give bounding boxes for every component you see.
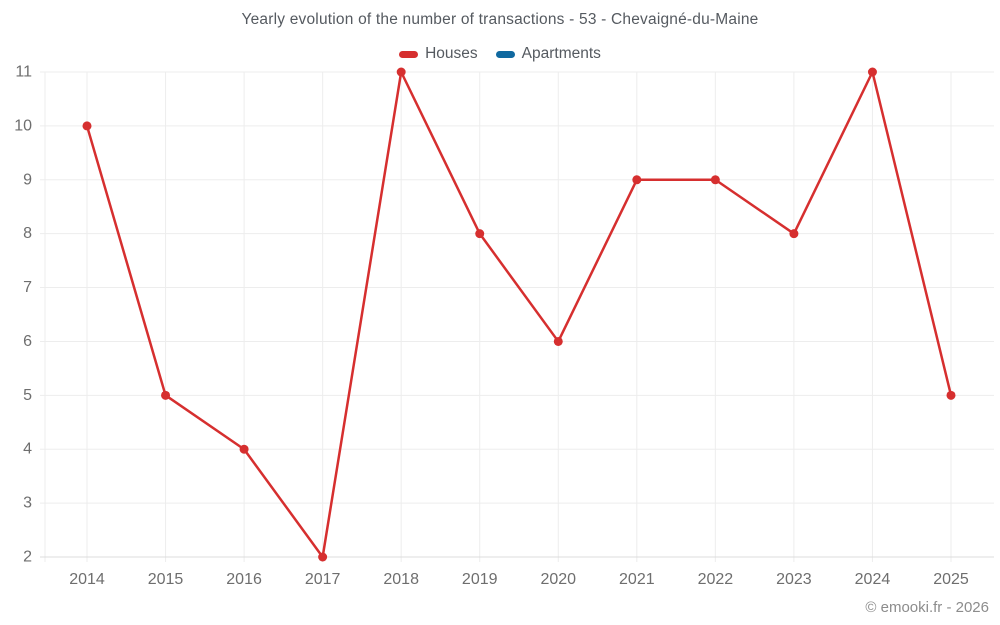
x-tick-label: 2015 (148, 571, 184, 588)
y-tick-label: 10 (14, 117, 32, 134)
houses-line (85, 70, 953, 559)
houses-point[interactable] (82, 121, 92, 131)
houses-point[interactable] (710, 175, 720, 185)
x-tick-label: 2016 (226, 571, 262, 588)
x-tick-label: 2025 (933, 571, 969, 588)
houses-point[interactable] (632, 175, 642, 185)
houses-legend-swatch-icon (399, 50, 419, 58)
x-tick-label: 2021 (619, 571, 655, 588)
houses-point[interactable] (867, 67, 877, 77)
legend: Houses Apartments (0, 45, 1000, 63)
y-tick-label: 3 (23, 495, 32, 512)
houses-point[interactable] (396, 67, 406, 77)
x-tick-label: 2018 (383, 571, 419, 588)
houses-point[interactable] (946, 390, 956, 400)
x-tick-label: 2024 (855, 571, 891, 588)
houses-point[interactable] (318, 552, 328, 562)
legend-label-apartments: Apartments (521, 45, 601, 62)
houses-point[interactable] (553, 336, 563, 346)
legend-item-houses[interactable]: Houses (399, 45, 478, 63)
y-tick-label: 8 (23, 225, 32, 242)
legend-label-houses: Houses (425, 45, 478, 62)
houses-point[interactable] (475, 229, 485, 239)
y-tick-label: 7 (23, 279, 32, 296)
y-tick-label: 2 (23, 549, 32, 566)
y-tick-label: 9 (23, 171, 32, 188)
legend-item-apartments[interactable]: Apartments (495, 45, 601, 63)
x-tick-label: 2023 (776, 571, 812, 588)
y-tick-label: 6 (23, 333, 32, 350)
x-tick-label: 2022 (698, 571, 734, 588)
houses-point[interactable] (239, 444, 249, 454)
y-tick-label: 5 (23, 387, 32, 404)
x-tick-label: 2019 (462, 571, 498, 588)
houses-point[interactable] (789, 229, 799, 239)
apartments-legend-swatch-icon (495, 50, 515, 58)
y-tick-label: 4 (23, 441, 32, 458)
x-tick-label: 2020 (540, 571, 576, 588)
attribution: © emooki.fr - 2026 (865, 599, 989, 616)
houses-point[interactable] (161, 390, 171, 400)
x-tick-label: 2017 (305, 571, 341, 588)
chart-title: Yearly evolution of the number of transa… (241, 11, 759, 28)
x-tick-label: 2014 (69, 571, 105, 588)
y-tick-label: 11 (15, 64, 32, 81)
